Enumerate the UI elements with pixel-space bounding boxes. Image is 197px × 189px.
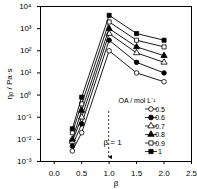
svg-text:1.0: 1.0 xyxy=(104,169,116,178)
svg-text:0.5: 0.5 xyxy=(76,169,88,178)
svg-text:β = 1: β = 1 xyxy=(104,138,123,147)
svg-text:1.5: 1.5 xyxy=(131,169,143,178)
svg-text:10⁻²: 10⁻² xyxy=(17,135,32,144)
svg-text:0.7: 0.7 xyxy=(155,123,165,130)
svg-text:0.0: 0.0 xyxy=(49,169,61,178)
svg-text:0.5: 0.5 xyxy=(155,106,165,113)
svg-text:10²: 10² xyxy=(20,46,32,55)
svg-text:10⁴: 10⁴ xyxy=(19,2,32,11)
svg-text:OA / mol L⁻¹: OA / mol L⁻¹ xyxy=(118,97,156,104)
svg-text:10¹: 10¹ xyxy=(20,68,32,77)
svg-text:10³: 10³ xyxy=(20,24,32,33)
svg-text:10⁰: 10⁰ xyxy=(20,91,32,100)
svg-text:2.0: 2.0 xyxy=(158,169,170,178)
svg-text:1: 1 xyxy=(158,148,162,155)
svg-text:10⁻¹: 10⁻¹ xyxy=(17,113,32,122)
svg-text:η₀ / Pa·s: η₀ / Pa·s xyxy=(5,69,14,100)
svg-text:2.5: 2.5 xyxy=(186,169,197,178)
svg-text:0.8: 0.8 xyxy=(155,131,165,138)
svg-text:β: β xyxy=(114,179,119,188)
svg-text:0.9: 0.9 xyxy=(155,140,165,147)
svg-text:10⁻³: 10⁻³ xyxy=(17,157,32,166)
svg-text:0.6: 0.6 xyxy=(155,114,165,121)
